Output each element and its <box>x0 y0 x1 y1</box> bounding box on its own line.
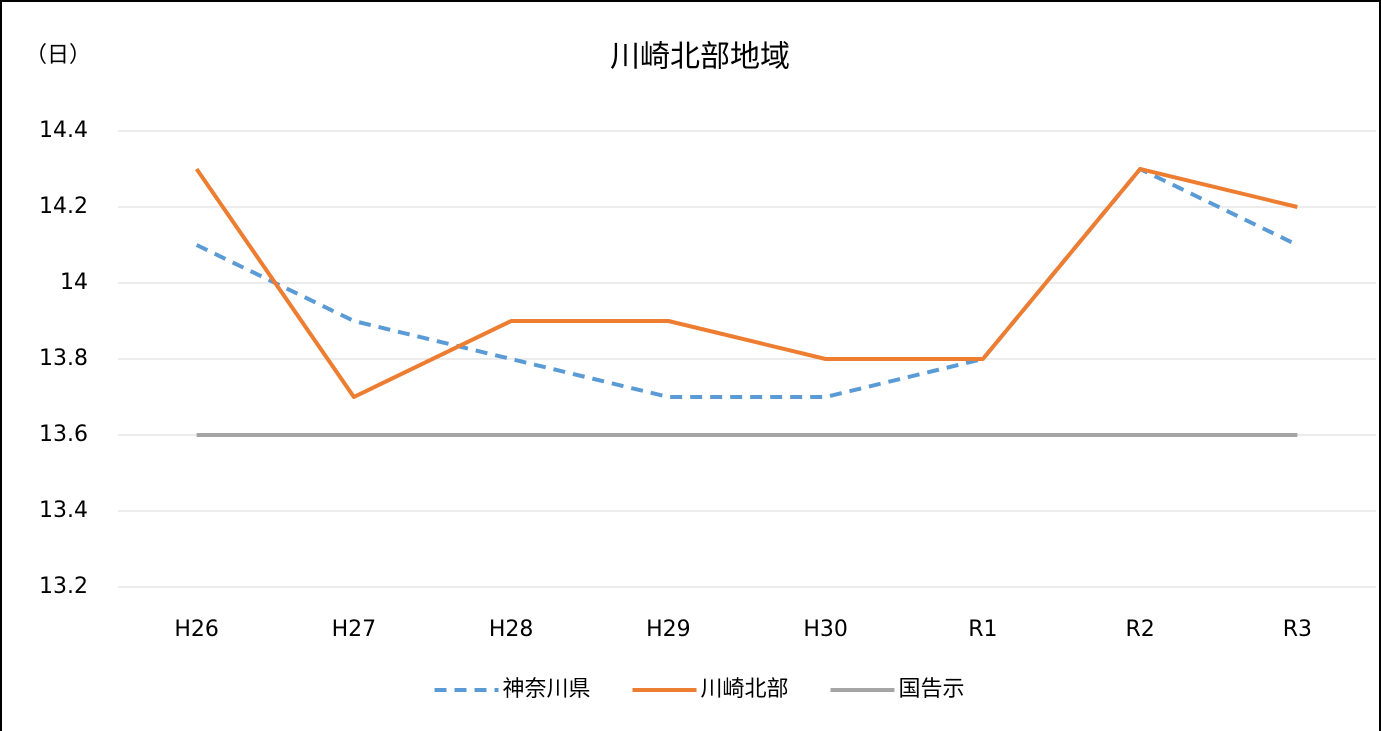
legend-label: 国告示 <box>899 677 965 702</box>
x-tick-label: R1 <box>968 617 997 642</box>
y-tick-label: 13.4 <box>39 498 88 523</box>
chart-title: 川崎北部地域 <box>610 40 790 75</box>
x-tick-label: H28 <box>489 617 534 642</box>
x-tick-label: H30 <box>803 617 848 642</box>
y-tick-label: 14.4 <box>39 118 88 143</box>
legend-label: 神奈川県 <box>503 677 591 702</box>
y-tick-label: 14 <box>60 270 88 295</box>
legend-label: 川崎北部 <box>701 677 789 702</box>
y-tick-label: 13.8 <box>39 346 88 371</box>
y-tick-label: 13.2 <box>39 574 88 599</box>
x-tick-label: H29 <box>646 617 691 642</box>
series-line <box>194 167 1298 399</box>
x-tick-label: H27 <box>332 617 377 642</box>
y-axis-label: （日） <box>25 43 91 68</box>
y-tick-label: 14.2 <box>39 194 88 219</box>
x-tick-label: R2 <box>1125 617 1154 642</box>
y-tick-label: 13.6 <box>39 422 88 447</box>
x-tick-label: H26 <box>174 617 219 642</box>
x-tick-label: R3 <box>1283 617 1312 642</box>
